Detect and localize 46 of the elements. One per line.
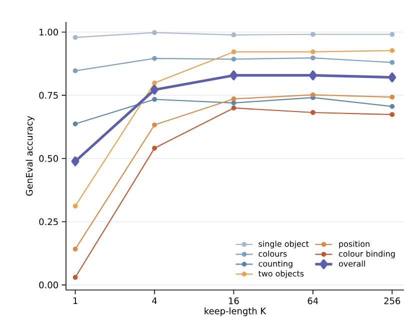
point	[308, 70, 317, 80]
point	[150, 84, 159, 95]
point	[72, 121, 78, 126]
x-tick-label: 1	[73, 297, 78, 304]
point	[231, 106, 236, 110]
y-tick-label: 0.50	[39, 155, 58, 162]
point	[152, 30, 157, 36]
point	[152, 80, 157, 86]
point	[152, 122, 157, 128]
x-tick-label: 256	[384, 297, 400, 304]
x-tick-label: 4	[152, 297, 157, 304]
point	[310, 32, 316, 37]
point	[310, 55, 316, 60]
y-tick-label: 1.00	[40, 28, 58, 36]
point	[390, 112, 395, 117]
point	[152, 146, 157, 151]
point	[310, 49, 316, 54]
point	[152, 56, 157, 61]
y-tick-label: 0.00	[39, 282, 58, 288]
x-axis-title: keep-length K	[204, 307, 266, 316]
point	[390, 32, 395, 37]
y-tick-label: 0.75	[39, 92, 58, 99]
point	[390, 60, 395, 65]
point	[390, 94, 395, 100]
point	[388, 72, 396, 82]
point	[231, 100, 236, 106]
point	[72, 34, 78, 40]
point	[72, 68, 78, 74]
y-tick-label: 0.25	[39, 218, 58, 226]
point	[310, 110, 316, 115]
point	[230, 70, 238, 80]
point	[310, 92, 316, 98]
y-axis-title: GenEval accuracy	[26, 116, 34, 196]
point	[152, 96, 157, 102]
point	[231, 56, 236, 62]
point	[231, 96, 236, 102]
x-tick-label: 16	[228, 297, 239, 304]
point	[72, 274, 78, 280]
point	[72, 204, 78, 209]
point	[390, 104, 395, 109]
point	[231, 32, 236, 38]
point	[390, 48, 395, 54]
point	[71, 156, 80, 166]
x-tick-label: 64	[308, 297, 318, 304]
point	[231, 49, 236, 54]
point	[72, 246, 78, 252]
